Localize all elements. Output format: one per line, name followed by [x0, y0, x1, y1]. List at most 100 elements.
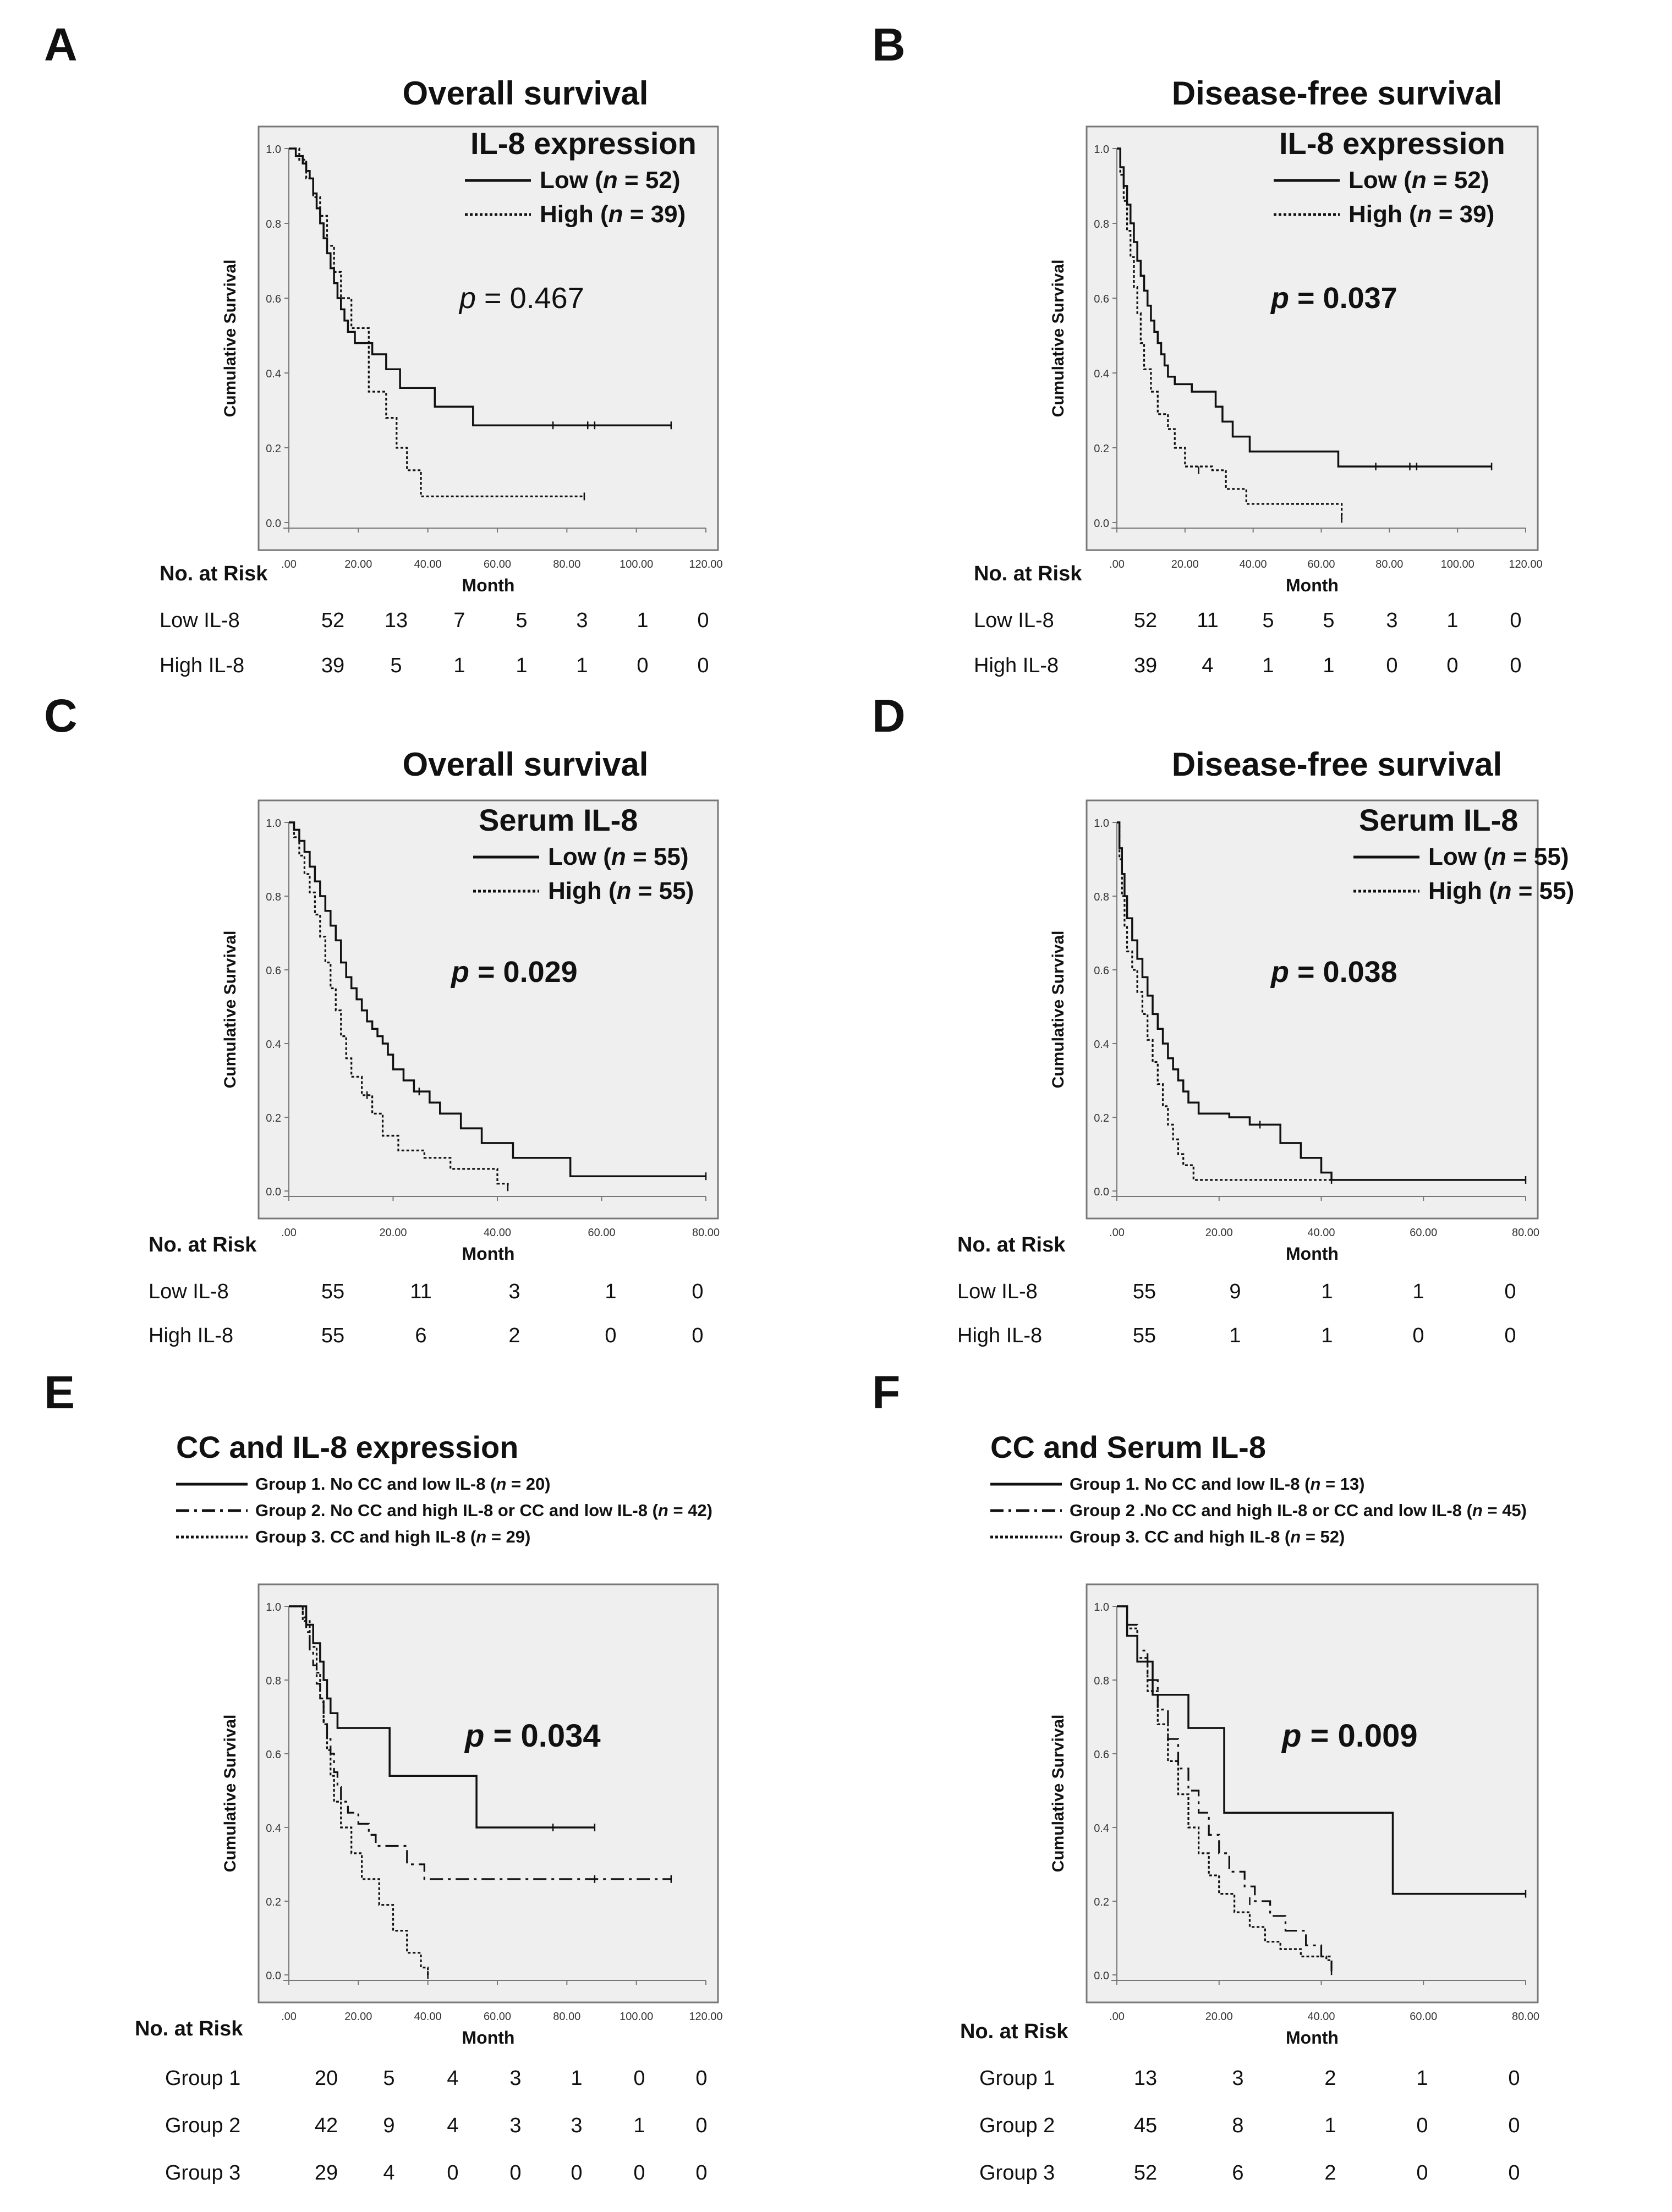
- y-tick-label: 1.0: [1094, 817, 1109, 830]
- risk-value: 0: [571, 2161, 582, 2184]
- y-tick-label: 0.8: [1094, 1675, 1109, 1687]
- risk-value: 5: [1323, 609, 1334, 632]
- risk-value: 20: [315, 2067, 338, 2090]
- x-tick-label: 20.00: [344, 558, 372, 570]
- risk-value: 0: [509, 2161, 521, 2184]
- p-value: p = 0.038: [1270, 956, 1397, 989]
- risk-value: 42: [315, 2114, 338, 2137]
- risk-row-label: Group 2: [979, 2114, 1055, 2137]
- y-tick-label: 0.6: [1094, 1749, 1109, 1761]
- legend-item: Group 2 .No CC and high IL-8 or CC and l…: [1070, 1501, 1527, 1520]
- series-line-1: [1117, 147, 1492, 468]
- series-line-3: [1117, 1605, 1333, 1968]
- risk-value: 0: [605, 1324, 616, 1347]
- risk-row-label: High IL-8: [974, 654, 1059, 677]
- x-tick-label: 80.00: [1512, 2011, 1539, 2023]
- legend-item-n: n: [476, 1527, 486, 1546]
- risk-value: 1: [571, 2067, 582, 2090]
- x-axis-label: Month: [462, 575, 515, 595]
- legend-item-prefix: Group 3. CC and high IL-8 (: [255, 1527, 476, 1546]
- legend-item-n: n: [1417, 201, 1432, 228]
- y-tick-label: 0.4: [1094, 1039, 1109, 1051]
- x-tick-label: 100.00: [620, 2011, 653, 2023]
- panel-title: Disease-free survival: [1172, 746, 1502, 783]
- legend-item-n: n: [1472, 1501, 1483, 1520]
- panel-A: A Overall survival 0.0 0.2 0.4 0.6 0.8 1.0 .00 20…: [44, 19, 723, 677]
- legend-item-prefix: Group 1. No CC and low IL-8 (: [255, 1474, 496, 1494]
- y-axis-label: Cumulative Survival: [1049, 1715, 1067, 1873]
- risk-header: No. at Risk: [957, 1233, 1066, 1256]
- panel-letter: E: [44, 1366, 75, 1418]
- legend-item: High (n = 39): [540, 201, 686, 228]
- panel-letter: C: [44, 690, 78, 742]
- legend-item: Low (n = 52): [540, 167, 681, 194]
- x-tick-label: 100.00: [1441, 558, 1474, 570]
- y-axis-label: Cumulative Survival: [221, 931, 239, 1089]
- risk-row-label: Low IL-8: [974, 609, 1054, 632]
- y-tick-label: 1.0: [266, 817, 281, 830]
- risk-value: 0: [695, 2067, 707, 2090]
- legend-item-suffix: = 55): [632, 877, 694, 904]
- x-tick-label: 20.00: [344, 2011, 372, 2023]
- legend-title: CC and Serum IL-8: [990, 1430, 1266, 1464]
- y-tick-label: 1.0: [1094, 144, 1109, 156]
- y-axis-label: Cumulative Survival: [221, 1715, 239, 1873]
- x-tick-label: 40.00: [1307, 2011, 1335, 2023]
- risk-value: 13: [385, 609, 408, 632]
- legend-item: High (n = 55): [548, 877, 694, 904]
- x-tick-label: 60.00: [1307, 558, 1335, 570]
- legend-title: IL-8 expression: [1279, 126, 1505, 161]
- risk-value: 55: [321, 1324, 344, 1347]
- legend-item-suffix: = 42): [668, 1501, 712, 1520]
- risk-row-label: Group 1: [165, 2067, 240, 2090]
- legend-item-n: n: [1290, 1527, 1301, 1546]
- risk-row-label: Group 2: [165, 2114, 240, 2137]
- risk-value: 1: [453, 654, 465, 677]
- x-tick-label: 100.00: [620, 558, 653, 570]
- legend-item-suffix: = 39): [623, 201, 686, 228]
- plot-area: [1086, 799, 1539, 1220]
- legend-item-prefix: Low (: [548, 843, 611, 870]
- legend-item-prefix: Low (: [540, 167, 603, 194]
- risk-value: 5: [516, 609, 527, 632]
- risk-value: 5: [1262, 609, 1274, 632]
- p-value: p = 0.037: [1270, 282, 1397, 315]
- risk-value: 1: [1323, 654, 1334, 677]
- y-tick-label: 0.0: [266, 518, 281, 530]
- risk-value: 55: [1133, 1324, 1156, 1347]
- legend-item-prefix: High (: [548, 877, 617, 904]
- plot-area: [1086, 1583, 1539, 2004]
- p-value-symbol: p: [458, 282, 476, 315]
- legend-item: Group 3. CC and high IL-8 (n = 52): [1070, 1527, 1345, 1546]
- panel-title: Overall survival: [403, 75, 649, 112]
- legend-item-prefix: Low (: [1428, 843, 1492, 870]
- risk-value: 0: [1416, 2114, 1428, 2137]
- x-axis-label: Month: [462, 1244, 515, 1264]
- risk-value: 4: [383, 2161, 394, 2184]
- risk-value: 1: [576, 654, 588, 677]
- legend-item-n: n: [611, 843, 626, 870]
- legend-item-n: n: [496, 1474, 506, 1494]
- risk-header: No. at Risk: [160, 562, 268, 585]
- y-tick-label: 0.0: [1094, 1970, 1109, 1982]
- p-value: p = 0.029: [450, 956, 578, 989]
- risk-value: 0: [633, 2067, 645, 2090]
- x-tick-label: 20.00: [1205, 2011, 1233, 2023]
- p-value-text: = 0.467: [476, 282, 584, 315]
- x-tick-label: 80.00: [1375, 558, 1403, 570]
- legend-item-suffix: = 20): [506, 1474, 550, 1494]
- risk-value: 0: [633, 2161, 645, 2184]
- legend-item-n: n: [1412, 167, 1427, 194]
- risk-row-label: High IL-8: [160, 654, 244, 677]
- legend-item-prefix: Group 2. No CC and high IL-8 or CC and l…: [255, 1501, 659, 1520]
- risk-value: 0: [1508, 2114, 1520, 2137]
- legend-item-prefix: High (: [540, 201, 609, 228]
- risk-value: 1: [516, 654, 527, 677]
- legend-item: Group 3. CC and high IL-8 (n = 29): [255, 1527, 530, 1546]
- panel-letter: F: [872, 1366, 900, 1418]
- risk-value: 0: [1510, 654, 1521, 677]
- risk-value: 6: [1232, 2161, 1243, 2184]
- risk-value: 3: [1386, 609, 1397, 632]
- x-tick-label: 60.00: [1410, 1227, 1437, 1239]
